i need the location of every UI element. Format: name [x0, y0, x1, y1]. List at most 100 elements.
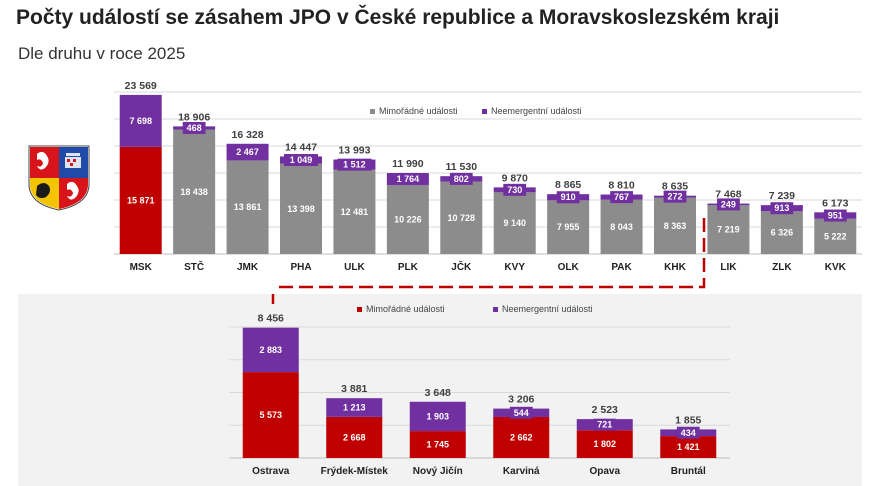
data-label-neemergentni: 730 — [507, 185, 522, 195]
bar-neemergentni-Frýdek-Místek — [326, 398, 383, 417]
total-label: 8 865 — [555, 179, 581, 191]
data-label-neemergentni: 1 213 — [343, 403, 366, 413]
total-label: 3 648 — [425, 387, 451, 399]
total-label: 1 855 — [675, 414, 701, 426]
data-label-box — [676, 426, 700, 439]
category-label-MSK: MSK — [130, 262, 153, 273]
total-label: 7 468 — [715, 189, 741, 201]
bar-mimoradne-Karviná — [493, 416, 550, 458]
category-label-ULK: ULK — [344, 262, 365, 273]
data-label-mimoradne: 15 871 — [127, 195, 155, 205]
legend-swatch-neemergentni — [493, 307, 498, 312]
legend-swatch-mimoradne — [370, 109, 375, 114]
data-label-neemergentni: 1 049 — [290, 155, 313, 165]
data-label-neemergentni: 767 — [614, 192, 629, 202]
bar-mimoradne-LIK — [707, 205, 750, 254]
bar-mimoradne-MSK — [119, 146, 162, 254]
total-label: 16 328 — [232, 129, 264, 141]
czech-coat-of-arms-icon — [28, 145, 90, 211]
data-label-box — [182, 121, 206, 134]
category-label-PAK: PAK — [611, 262, 632, 273]
total-label: 9 870 — [502, 172, 528, 184]
data-label-box — [770, 202, 794, 215]
category-label-Ostrava: Ostrava — [252, 466, 290, 477]
bar-neemergentni-Ostrava — [242, 327, 299, 373]
total-label: 6 173 — [822, 197, 848, 209]
data-label-neemergentni: 802 — [454, 174, 469, 184]
chart-title: Počty událostí se zásahem JPO v České re… — [16, 6, 780, 29]
category-label-Frýdek-Místek: Frýdek-Místek — [321, 466, 389, 477]
legend-label-mimoradne: Mimořádné události — [366, 304, 445, 314]
category-label-OLK: OLK — [558, 262, 580, 273]
data-label-neemergentni: 951 — [828, 211, 843, 221]
category-label-Karviná: Karviná — [503, 466, 540, 477]
data-label-mimoradne: 5 222 — [824, 231, 847, 241]
legend-label-mimoradne: Mimořádné události — [379, 106, 458, 116]
total-label: 13 993 — [338, 145, 370, 157]
bar-mimoradne-STČ — [173, 129, 216, 254]
data-label-box — [663, 190, 687, 203]
data-label-mimoradne: 2 668 — [343, 432, 366, 442]
bar-mimoradne-Bruntál — [660, 436, 717, 458]
bar-neemergentni-JMK — [226, 143, 269, 161]
data-label-box — [449, 172, 473, 185]
total-label: 18 906 — [178, 111, 210, 123]
data-label-mimoradne: 9 140 — [503, 218, 526, 228]
data-label-neemergentni: 2 467 — [236, 147, 259, 157]
legend-label-neemergentni: Neemergentní události — [502, 304, 593, 314]
data-label-mimoradne: 6 326 — [771, 228, 794, 238]
total-label: 3 206 — [508, 394, 534, 406]
data-label-mimoradne: 18 438 — [180, 187, 208, 197]
msk-districts-chart: Mimořádné události Neemergentní události 5… — [229, 294, 730, 477]
data-label-mimoradne: 5 573 — [259, 410, 282, 420]
total-label: 2 523 — [592, 404, 618, 416]
total-label: 11 990 — [392, 158, 424, 170]
data-label-mimoradne: 13 398 — [287, 204, 315, 214]
data-label-box — [503, 183, 527, 196]
bar-mimoradne-JČK — [440, 181, 483, 254]
legend-swatch-mimoradne — [357, 307, 362, 312]
category-label-Opava: Opava — [589, 466, 620, 477]
total-label: 8 810 — [608, 180, 634, 192]
category-label-JMK: JMK — [237, 262, 259, 273]
data-label-mimoradne: 7 955 — [557, 222, 580, 232]
data-label-box — [284, 154, 318, 167]
data-label-mimoradne: 1 421 — [677, 442, 700, 452]
total-label: 23 569 — [125, 80, 157, 92]
bar-mimoradne-ULK — [333, 169, 376, 254]
data-label-box — [556, 191, 580, 204]
data-label-neemergentni: 1 764 — [397, 174, 420, 184]
total-label: 8 456 — [258, 313, 284, 325]
bar-mimoradne-KHK — [654, 197, 696, 254]
data-label-box — [610, 191, 633, 204]
data-label-neemergentni: 468 — [187, 123, 202, 133]
legend-swatch-neemergentni — [482, 109, 487, 114]
data-label-box — [337, 158, 372, 171]
data-label-neemergentni: 910 — [561, 192, 576, 202]
category-label-PHA: PHA — [290, 262, 311, 273]
data-label-neemergentni: 7 698 — [129, 116, 152, 126]
data-label-mimoradne: 10 728 — [448, 213, 476, 223]
bar-mimoradne-OLK — [547, 200, 590, 254]
bar-mimoradne-JMK — [226, 160, 269, 254]
data-label-box — [823, 209, 847, 222]
bar-mimoradne-Frýdek-Místek — [326, 416, 383, 458]
bar-neemergentni-MSK — [119, 94, 162, 147]
data-label-box — [717, 198, 740, 211]
total-label: 7 239 — [769, 190, 795, 202]
total-label: 3 881 — [341, 383, 367, 395]
data-label-mimoradne: 13 861 — [234, 202, 262, 212]
data-label-mimoradne: 8 043 — [610, 222, 633, 232]
data-label-neemergentni: 1 903 — [426, 411, 449, 421]
bar-mimoradne-KVK — [814, 218, 857, 254]
data-label-box — [390, 173, 425, 186]
data-label-neemergentni: 721 — [597, 420, 612, 430]
bar-mimoradne-Ostrava — [242, 372, 299, 458]
data-label-mimoradne: 10 226 — [394, 214, 422, 224]
data-label-mimoradne: 7 219 — [717, 225, 740, 235]
data-label-neemergentni: 1 512 — [343, 160, 366, 170]
data-label-neemergentni: 434 — [681, 428, 696, 438]
data-label-neemergentni: 913 — [774, 203, 789, 213]
data-label-mimoradne: 12 481 — [341, 207, 369, 217]
category-label-LIK: LIK — [720, 262, 737, 273]
